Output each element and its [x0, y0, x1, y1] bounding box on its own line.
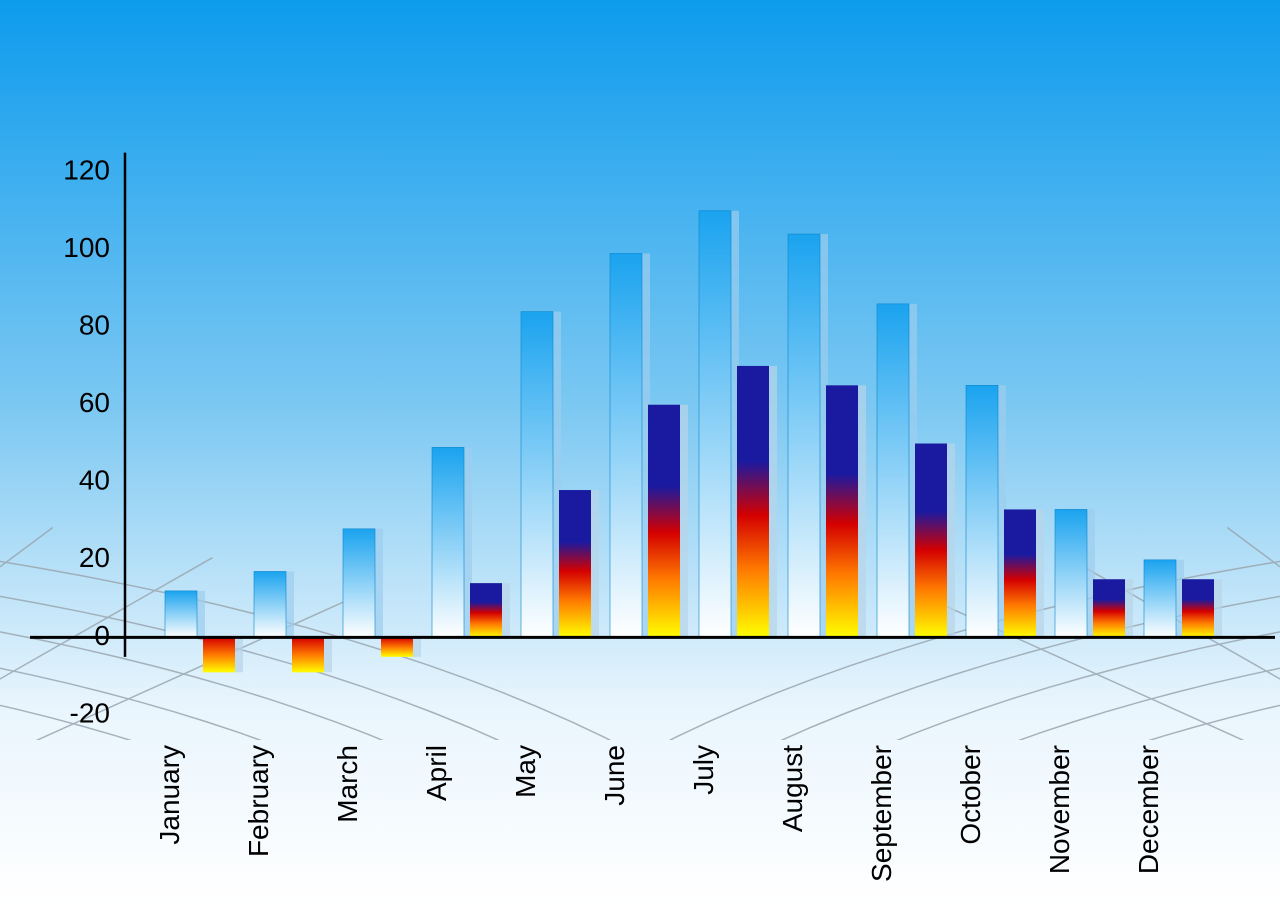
- bar-primary: [521, 312, 553, 638]
- bar-secondary: [737, 366, 769, 638]
- bar-primary: [788, 234, 820, 637]
- x-category-label: July: [688, 745, 719, 795]
- x-category-label: December: [1133, 745, 1164, 874]
- bar-secondary: [1004, 509, 1036, 637]
- bar-primary: [343, 529, 375, 638]
- bar-secondary: [648, 405, 680, 638]
- bar-secondary: [292, 637, 324, 672]
- x-category-label: October: [955, 745, 986, 845]
- x-category-label: March: [332, 745, 363, 823]
- bar-primary: [1055, 509, 1087, 637]
- y-tick-label: 100: [63, 232, 110, 263]
- x-category-label: August: [777, 745, 808, 832]
- y-tick-label: -20: [70, 697, 110, 728]
- bar-primary: [877, 304, 909, 638]
- x-category-label: November: [1044, 745, 1075, 874]
- bar-secondary: [1093, 579, 1125, 637]
- y-tick-label: 80: [79, 310, 110, 341]
- bar-primary: [1144, 560, 1176, 638]
- x-category-label: May: [510, 745, 541, 798]
- chart-container: -20 0 20 40 60 80 100 120 January February March A…: [0, 0, 1280, 905]
- y-tick-label: 120: [63, 154, 110, 185]
- x-category-label: April: [421, 745, 452, 801]
- bar-secondary: [470, 583, 502, 637]
- y-tick-label: 20: [79, 542, 110, 573]
- bar-primary: [699, 211, 731, 638]
- y-tick-label: 60: [79, 387, 110, 418]
- x-category-label: February: [243, 745, 274, 857]
- y-tick-label: 40: [79, 465, 110, 496]
- bar-secondary: [381, 637, 413, 656]
- x-category-label: June: [599, 745, 630, 806]
- bar-primary: [432, 447, 464, 637]
- bar-primary: [254, 571, 286, 637]
- bar-primary: [966, 385, 998, 637]
- monthly-bar-chart: -20 0 20 40 60 80 100 120 January February March A…: [0, 0, 1280, 905]
- x-category-label: January: [154, 745, 185, 845]
- bar-secondary: [203, 637, 235, 672]
- bar-secondary: [826, 385, 858, 637]
- x-category-label: September: [866, 745, 897, 882]
- bar-primary: [610, 253, 642, 637]
- y-tick-label: 0: [94, 620, 110, 651]
- bar-secondary: [1182, 579, 1214, 637]
- bar-secondary: [915, 444, 947, 638]
- bar-secondary: [559, 490, 591, 637]
- bar-primary: [165, 591, 197, 638]
